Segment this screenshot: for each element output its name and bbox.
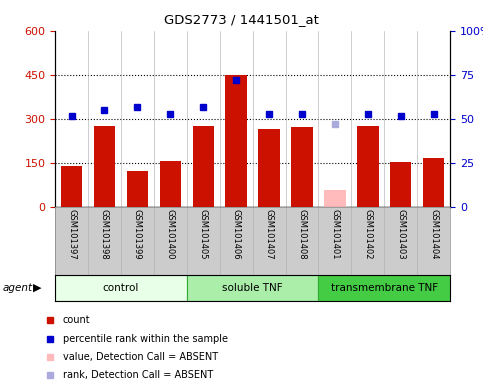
Text: value, Detection Call = ABSENT: value, Detection Call = ABSENT <box>63 352 218 362</box>
Text: GSM101406: GSM101406 <box>232 209 241 260</box>
Text: GSM101399: GSM101399 <box>133 209 142 260</box>
Text: ▶: ▶ <box>33 283 42 293</box>
Text: GSM101408: GSM101408 <box>298 209 307 260</box>
Text: GSM101404: GSM101404 <box>429 209 438 260</box>
Bar <box>324 190 346 207</box>
Text: soluble TNF: soluble TNF <box>222 283 283 293</box>
Bar <box>357 126 379 207</box>
Bar <box>226 75 247 207</box>
Bar <box>159 161 181 207</box>
Text: control: control <box>103 283 139 293</box>
Text: percentile rank within the sample: percentile rank within the sample <box>63 334 227 344</box>
Text: GSM101405: GSM101405 <box>199 209 208 260</box>
Text: GSM101402: GSM101402 <box>363 209 372 260</box>
Bar <box>127 171 148 207</box>
Text: GSM101398: GSM101398 <box>100 209 109 260</box>
Text: GSM101407: GSM101407 <box>265 209 273 260</box>
Bar <box>318 275 450 301</box>
Text: rank, Detection Call = ABSENT: rank, Detection Call = ABSENT <box>63 370 213 380</box>
Bar <box>193 126 214 207</box>
Bar <box>291 127 313 207</box>
Bar <box>187 275 318 301</box>
Text: GSM101397: GSM101397 <box>67 209 76 260</box>
Text: GSM101400: GSM101400 <box>166 209 175 260</box>
Bar <box>61 166 82 207</box>
Bar <box>258 129 280 207</box>
Text: GDS2773 / 1441501_at: GDS2773 / 1441501_at <box>164 13 319 26</box>
Text: count: count <box>63 315 90 325</box>
Text: transmembrane TNF: transmembrane TNF <box>331 283 438 293</box>
Bar <box>94 126 115 207</box>
Bar <box>55 275 187 301</box>
Text: GSM101403: GSM101403 <box>396 209 405 260</box>
Text: agent: agent <box>2 283 32 293</box>
Bar <box>390 162 412 207</box>
Text: GSM101401: GSM101401 <box>330 209 340 260</box>
Bar <box>423 158 444 207</box>
